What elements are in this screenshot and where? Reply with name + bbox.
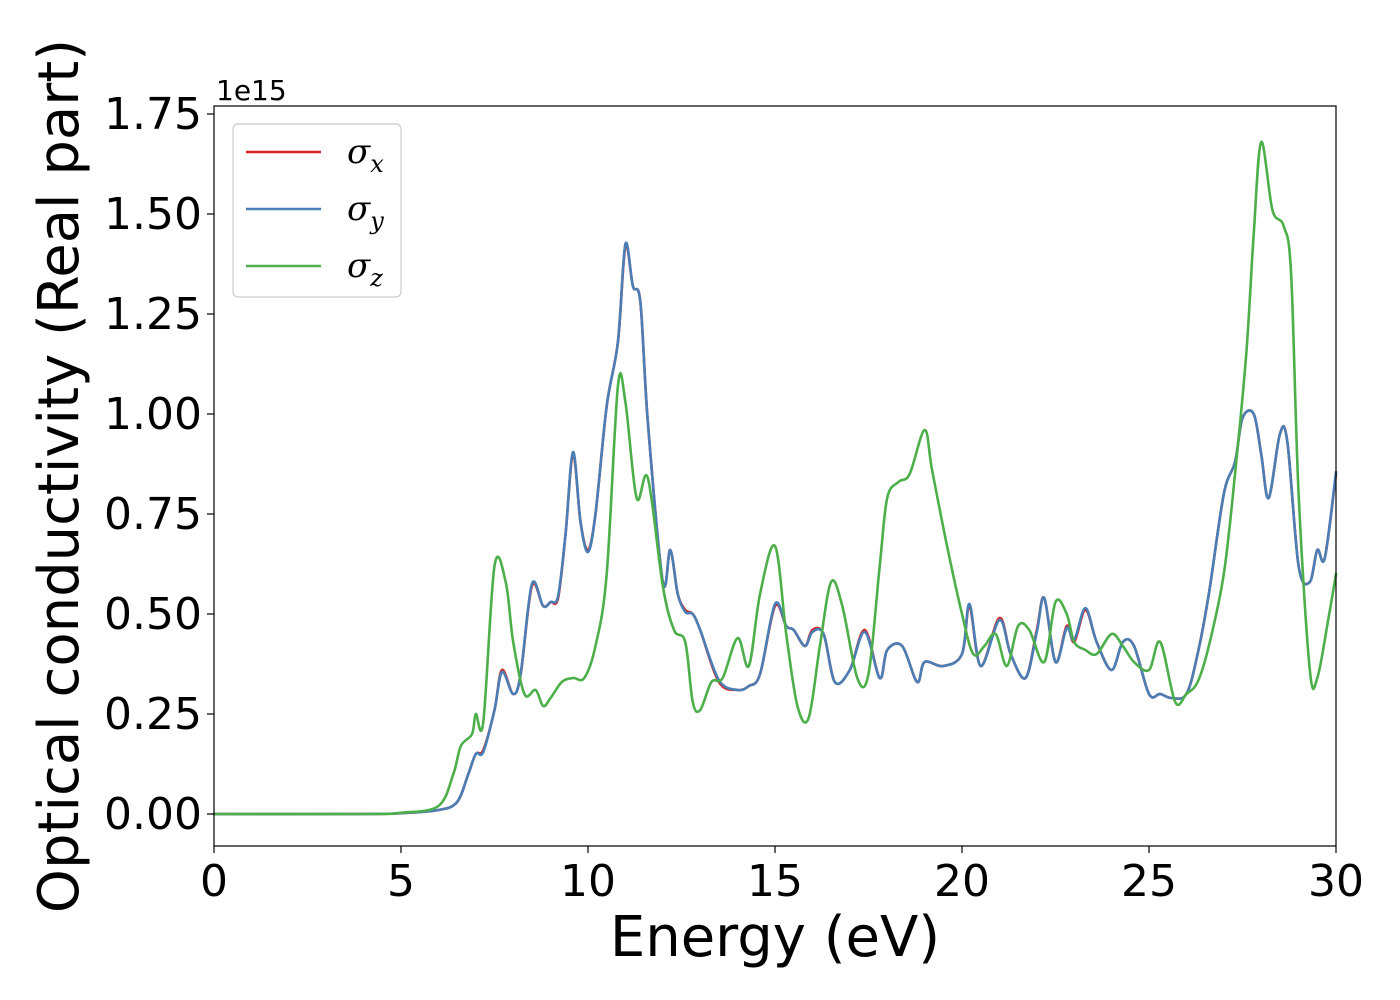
y-tick-label: 0.50	[104, 589, 202, 640]
x-axis-title: Energy (eV)	[610, 905, 940, 970]
y-offset-label: 1e15	[216, 74, 287, 107]
y-tick-label: 1.75	[104, 89, 202, 140]
series-lines	[212, 140, 1338, 816]
legend: σx σy σz	[232, 123, 402, 298]
x-axis: 0 5 10 15 20 25 30	[200, 846, 1364, 907]
series-line-z	[212, 140, 1338, 816]
x-tick-label: 5	[387, 856, 415, 907]
legend-frame	[232, 123, 402, 298]
y-axis: 0.00 0.25 0.50 0.75 1.00 1.25 1.50 1.75	[104, 89, 214, 840]
y-tick-label: 1.00	[104, 389, 202, 440]
x-tick-label: 20	[934, 856, 990, 907]
y-tick-label: 0.25	[104, 689, 202, 740]
series-line-y	[212, 241, 1338, 816]
y-tick-label: 1.25	[104, 289, 202, 340]
y-tick-label: 0.75	[104, 489, 202, 540]
x-tick-label: 25	[1121, 856, 1177, 907]
legend-label-z: σz	[347, 246, 383, 292]
legend-label-y: σy	[347, 189, 384, 235]
x-tick-label: 0	[200, 856, 228, 907]
y-axis-title: Optical conductivity (Real part)	[27, 39, 92, 913]
y-tick-label: 1.50	[104, 189, 202, 240]
x-tick-label: 10	[560, 856, 616, 907]
x-tick-label: 30	[1308, 856, 1364, 907]
y-tick-label: 0.00	[104, 789, 202, 840]
legend-label-x: σx	[347, 132, 384, 178]
x-tick-label: 15	[747, 856, 803, 907]
